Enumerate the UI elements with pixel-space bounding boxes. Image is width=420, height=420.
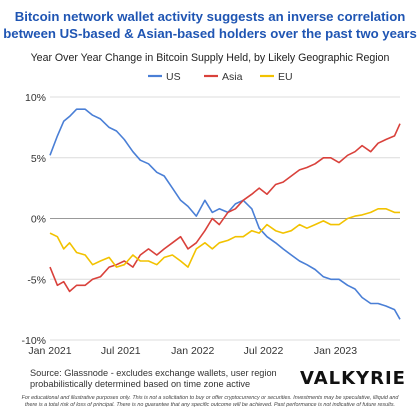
x-axis-ticks: Jan 2021 Jul 2021 Jan 2022 Jul 2022 Jan 2023	[28, 345, 357, 357]
x-tick-label: Jan 2023	[314, 345, 357, 357]
headline: Bitcoin network wallet activity suggests…	[3, 9, 417, 41]
y-tick-label: -5%	[27, 274, 46, 286]
series-lines	[49, 108, 401, 320]
x-tick-label: Jul 2021	[101, 345, 141, 357]
y-tick-label: 10%	[25, 92, 46, 104]
legend-label-eu: EU	[278, 71, 293, 83]
legend: US Asia EU	[148, 71, 293, 83]
legend-label-asia: Asia	[222, 71, 243, 83]
y-tick-label: 5%	[31, 153, 46, 165]
x-tick-label: Jan 2021	[28, 345, 71, 357]
valkyrie-logo: VALKYRIE	[300, 368, 406, 389]
disclaimer: For educational and illustrative purpose…	[21, 395, 399, 408]
legend-label-us: US	[166, 71, 181, 83]
x-tick-label: Jan 2022	[171, 345, 214, 357]
series-line-us	[49, 108, 401, 320]
y-tick-label: -10%	[21, 335, 46, 347]
chart-title: Year Over Year Change in Bitcoin Supply …	[30, 52, 390, 64]
y-tick-label: 0%	[31, 214, 46, 226]
series-line-asia	[49, 123, 401, 293]
series-line-eu	[49, 208, 400, 268]
grid-lines	[50, 96, 400, 341]
x-tick-label: Jul 2022	[244, 345, 284, 357]
y-axis-ticks: 10% 5% 0% -5% -10%	[21, 92, 46, 347]
source-note: Source: Glassnode - excludes exchange wa…	[30, 368, 277, 389]
